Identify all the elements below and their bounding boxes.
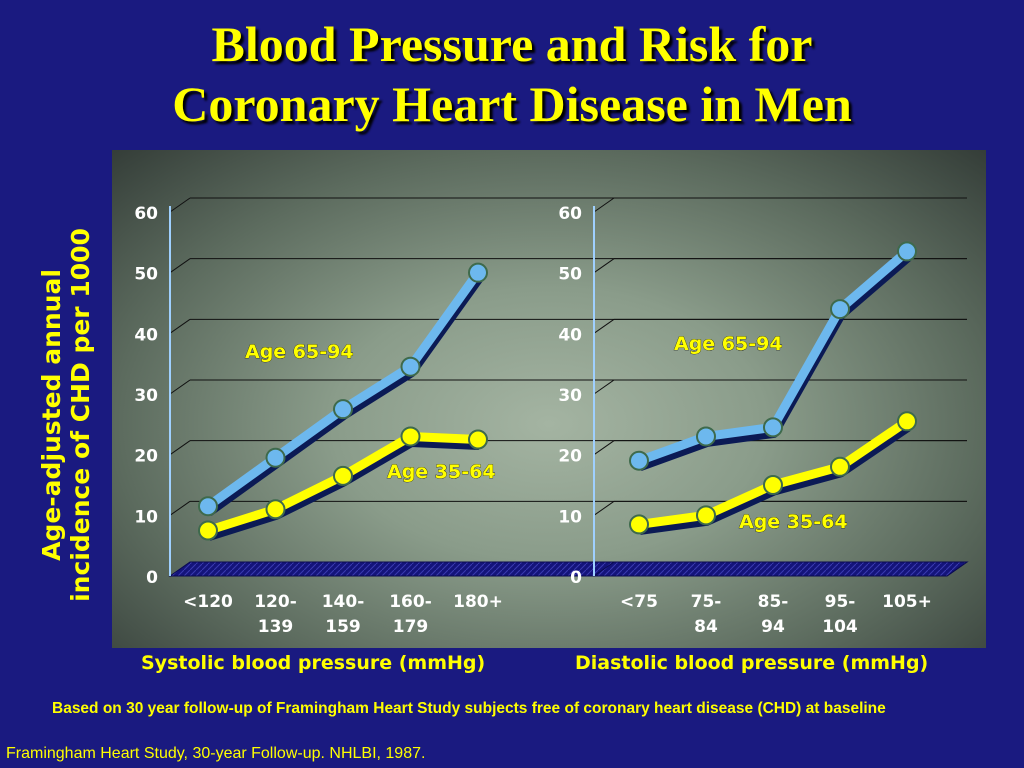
y-tick-label: 50: [558, 265, 582, 285]
title-line-1: Blood Pressure and Risk for: [211, 16, 813, 72]
y-tick-label: 10: [558, 507, 582, 527]
gridline-side: [169, 379, 191, 395]
gridline-side: [593, 258, 615, 274]
y-tick-label: 20: [134, 447, 158, 467]
x-tick-label: 139: [258, 617, 294, 637]
chart-floor: [592, 561, 969, 577]
data-point-younger: [265, 499, 286, 520]
x-tick-label: 140-: [322, 592, 365, 612]
data-point-younger: [400, 426, 421, 447]
x-tick-label: 95-: [825, 592, 856, 612]
y-tick-label: 60: [558, 204, 582, 224]
y-tick-label: 10: [134, 507, 158, 527]
y-axis-label: Age-adjusted annual incidence of CHD per…: [37, 228, 95, 602]
source-citation: Framingham Heart Study, 30-year Follow-u…: [6, 745, 426, 762]
footnote: Based on 30 year follow-up of Framingham…: [52, 700, 886, 717]
y-tick-label: 50: [134, 265, 158, 285]
data-point-older: [763, 417, 783, 438]
x-tick-label: <120: [183, 592, 233, 612]
x-tick-label: 94: [761, 617, 785, 637]
data-point-younger: [333, 465, 353, 486]
gridline-side: [593, 318, 615, 334]
x-tick-label: 179: [393, 617, 429, 637]
x-axis-label-systolic: Systolic blood pressure (mmHg): [141, 652, 486, 674]
gridline-side: [593, 379, 615, 395]
y-tick-label: 20: [558, 447, 582, 467]
y-tick-label: 40: [134, 325, 158, 345]
y-tick-label: 30: [558, 386, 582, 406]
gridline-side: [593, 440, 615, 456]
data-point-younger: [897, 411, 917, 432]
title-line-2: Coronary Heart Disease in Men: [172, 76, 852, 132]
x-tick-label: <75: [620, 592, 658, 612]
data-point-older: [897, 241, 917, 262]
series-label-older: Age 65-94: [245, 341, 354, 363]
data-point-younger: [468, 429, 488, 450]
slide-title: Blood Pressure and Risk for Coronary Hea…: [0, 14, 1024, 134]
data-point-younger: [198, 520, 218, 541]
data-point-older: [468, 262, 488, 283]
y-tick-label: 0: [146, 568, 158, 588]
chart-panel: 0 10 20 30 40 50 60 <120 120- 139 140- 159 160- 179 18…: [112, 150, 986, 648]
y-tick-label: 60: [134, 204, 158, 224]
data-point-older: [629, 450, 649, 471]
data-point-younger: [830, 456, 850, 477]
chart-canvas: 0 10 20 30 40 50 60 <120 120- 139 140- 159 160- 179 18…: [134, 197, 969, 637]
data-point-younger: [696, 505, 716, 526]
gridline-side: [593, 197, 615, 213]
x-tick-label: 75-: [691, 592, 722, 612]
y-tick-label: 0: [570, 568, 582, 588]
gridline-side: [169, 500, 191, 516]
x-tick-label: 160-: [389, 592, 432, 612]
x-tick-label: 85-: [758, 592, 789, 612]
data-point-older: [265, 447, 286, 468]
y-axis-label-line-1: Age-adjusted annual: [37, 269, 66, 561]
data-point-older: [830, 299, 850, 320]
y-axis-label-line-2: incidence of CHD per 1000: [66, 228, 95, 602]
series-line-shadow-younger: [207, 437, 480, 541]
series-label-older: Age 65-94: [674, 333, 783, 355]
y-tick-label: 30: [134, 386, 158, 406]
x-tick-label: 104: [822, 617, 858, 637]
x-tick-label: 84: [694, 617, 718, 637]
data-point-older: [198, 496, 218, 517]
x-axis-label-diastolic: Diastolic blood pressure (mmHg): [575, 652, 929, 674]
data-point-older: [696, 426, 716, 447]
data-point-older: [333, 399, 353, 420]
data-point-younger: [763, 475, 783, 495]
x-tick-label: 120-: [254, 592, 297, 612]
x-tick-label: 105+: [882, 592, 932, 612]
gridline-side: [169, 197, 191, 213]
data-point-younger: [629, 514, 649, 535]
data-point-older: [400, 356, 421, 377]
series-label-younger: Age 35-64: [739, 511, 848, 533]
x-tick-label: 159: [325, 617, 361, 637]
chart-diastolic: 0 10 20 30 40 50 60 <75 75- 84 85- 94 95- 104 105+ Age …: [558, 197, 969, 637]
gridline-side: [169, 318, 191, 334]
y-tick-label: 40: [558, 325, 582, 345]
gridline-side: [169, 258, 191, 274]
series-label-younger: Age 35-64: [387, 461, 496, 483]
gridline-side: [169, 440, 191, 456]
gridline-side: [593, 500, 615, 516]
x-tick-label: 180+: [453, 592, 503, 612]
